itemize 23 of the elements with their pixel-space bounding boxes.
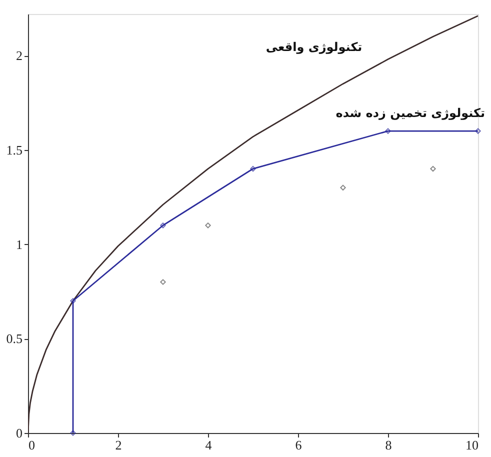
y-tick-label: 0.5 xyxy=(6,331,22,346)
x-tick-label: 8 xyxy=(385,438,392,452)
y-tick-label: 0 xyxy=(16,426,22,440)
x-tick-label: 6 xyxy=(295,438,302,452)
x-tick-label: 4 xyxy=(205,438,212,452)
point xyxy=(430,166,436,172)
y-tick-label: 1.5 xyxy=(6,142,22,158)
y-tick-label: 2 xyxy=(16,48,22,64)
point xyxy=(385,128,391,134)
point xyxy=(475,128,481,134)
annotation: تکنولوژی تخمین زده شده xyxy=(336,106,485,120)
y-tick-label: 1 xyxy=(16,236,22,252)
point xyxy=(340,184,346,190)
point xyxy=(160,279,166,285)
x-tick-label: 2 xyxy=(115,438,122,452)
x-tick-label: 0 xyxy=(28,438,35,452)
point xyxy=(70,298,76,304)
point xyxy=(205,222,211,228)
annotation: تکنولوژی واقعی xyxy=(266,40,362,54)
point xyxy=(250,166,256,172)
point xyxy=(160,222,166,228)
x-tick-label: 10 xyxy=(466,438,478,452)
point xyxy=(70,430,76,436)
